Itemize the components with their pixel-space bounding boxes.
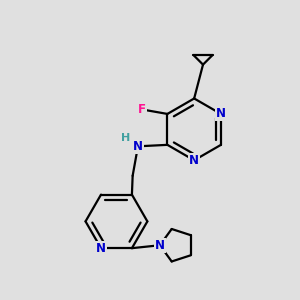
Text: H: H xyxy=(121,133,130,143)
Text: F: F xyxy=(138,103,146,116)
Text: N: N xyxy=(189,154,199,167)
Text: N: N xyxy=(133,140,143,153)
Text: N: N xyxy=(96,242,106,255)
Text: N: N xyxy=(216,107,226,120)
Text: N: N xyxy=(155,239,165,252)
